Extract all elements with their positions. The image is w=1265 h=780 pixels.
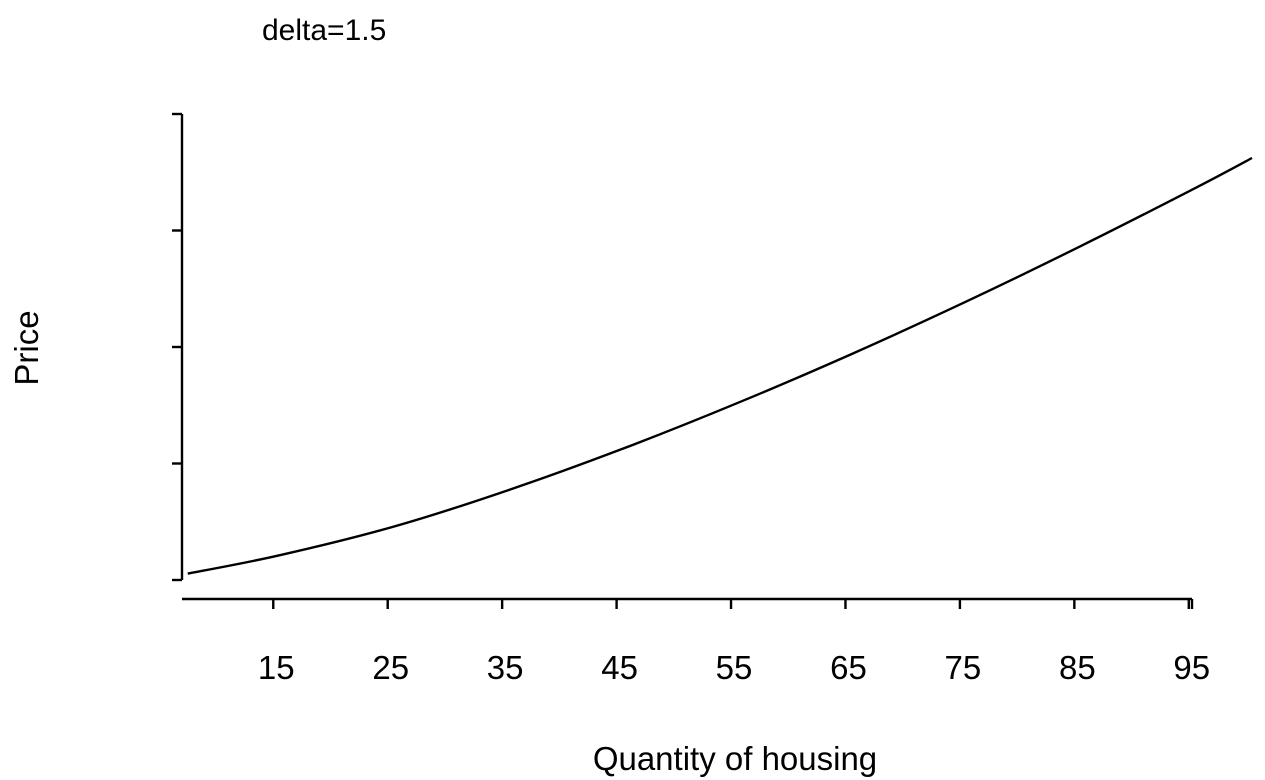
- x-tick-label: 65: [830, 649, 867, 686]
- y-axis-label: Price: [8, 310, 45, 385]
- chart-title: delta=1.5: [262, 14, 386, 47]
- series-line: [187, 156, 1253, 575]
- x-tick-label: 15: [258, 649, 295, 686]
- x-tick-label: 95: [1173, 649, 1210, 686]
- x-tick-label: 75: [945, 649, 982, 686]
- x-axis-label: Quantity of housing: [593, 740, 877, 777]
- x-tick-label: 35: [487, 649, 524, 686]
- x-axis: 15 25 35 45 55 65 75 85 95: [182, 597, 1210, 686]
- y-axis: [172, 112, 184, 582]
- x-tick-label: 25: [372, 649, 409, 686]
- x-tick-label: 45: [601, 649, 638, 686]
- x-tick-label: 85: [1059, 649, 1096, 686]
- x-tick-label: 55: [716, 649, 753, 686]
